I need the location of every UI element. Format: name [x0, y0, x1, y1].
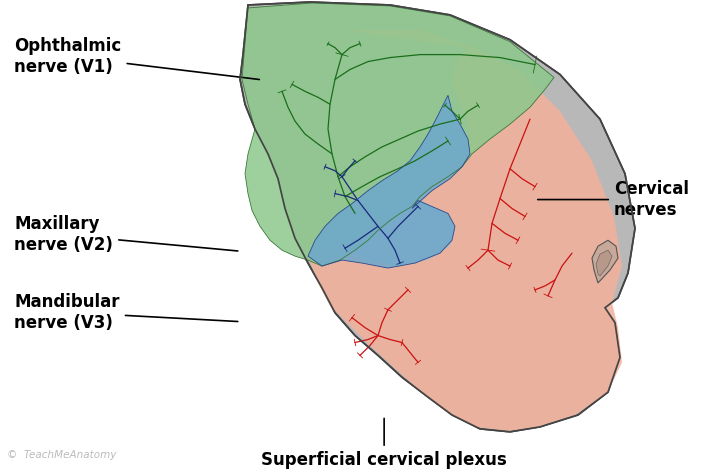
Text: Superficial cervical plexus: Superficial cervical plexus — [261, 418, 507, 469]
Text: ©  TeachMeAnatomy: © TeachMeAnatomy — [7, 450, 116, 460]
Polygon shape — [242, 3, 554, 266]
Text: Ophthalmic
nerve (V1): Ophthalmic nerve (V1) — [14, 37, 259, 79]
Polygon shape — [596, 250, 612, 276]
Text: Maxillary
nerve (V2): Maxillary nerve (V2) — [14, 215, 238, 254]
Polygon shape — [308, 95, 470, 268]
Text: Mandibular
nerve (V3): Mandibular nerve (V3) — [14, 293, 238, 332]
Polygon shape — [592, 240, 618, 283]
Text: Cervical
nerves: Cervical nerves — [538, 180, 689, 219]
Polygon shape — [240, 2, 635, 432]
Polygon shape — [308, 30, 622, 431]
